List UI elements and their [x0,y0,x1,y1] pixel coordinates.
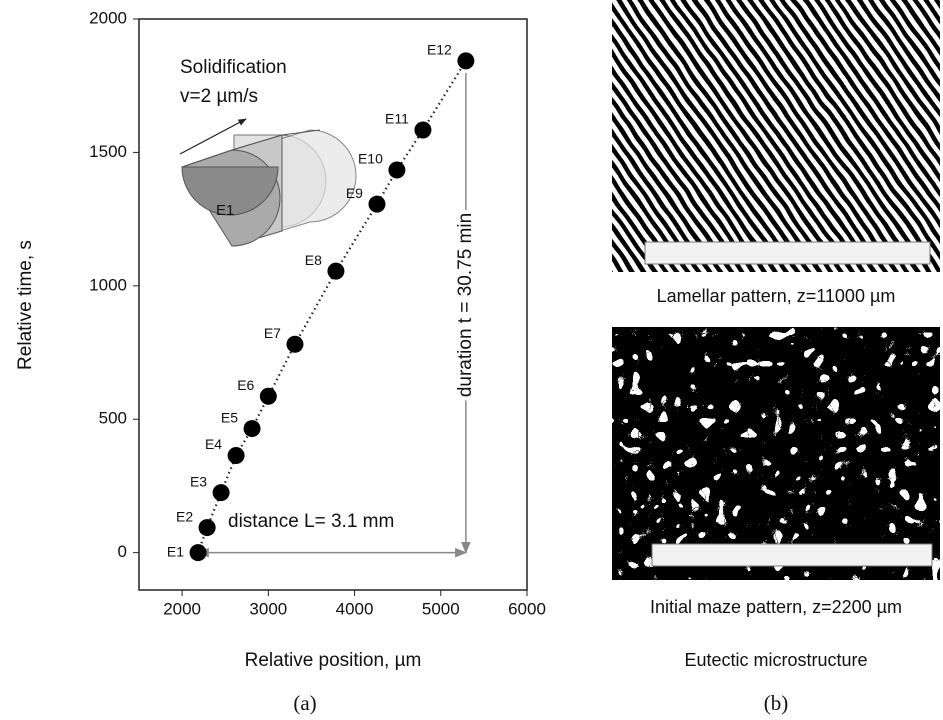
y-tick-label: 0 [118,542,127,561]
data-point [243,420,261,438]
point-label: E12 [427,42,452,58]
caption: Eutectic microstructure [684,650,867,670]
data-point [414,121,432,139]
data-point [198,519,216,537]
plot-frame [138,18,528,591]
panel-label: (a) [293,691,316,715]
data-point [327,262,345,280]
point-label: E6 [237,377,254,393]
data-point [286,335,304,353]
point-label: E1 [167,543,184,559]
annotation: v=2 µm/s [180,86,258,107]
data-point [368,195,386,213]
point-label: E9 [346,185,363,201]
data-point [227,447,245,465]
x-tick-label: 5000 [422,599,460,618]
data-point [457,52,475,70]
x-tick-label: 6000 [508,599,546,618]
data-point [388,161,406,179]
point-label: E7 [264,325,281,341]
y-tick-label: 1000 [89,275,127,294]
x-axis-label: Relative position, µm [245,650,422,671]
point-label: E11 [385,111,409,127]
caption: Initial maze pattern, z=2200 µm [650,597,902,617]
point-label: E10 [358,151,383,167]
schematic-label: E1 [216,202,234,219]
y-tick-label: 2000 [89,8,127,27]
annotation: distance L= 3.1 mm [228,511,394,532]
point-label: E4 [205,436,222,452]
schematic [179,118,357,247]
micrograph-maze [612,327,940,580]
data-point [189,544,207,562]
point-label: E3 [190,473,207,489]
x-tick-label: 4000 [336,599,374,618]
y-tick-label: 1500 [89,142,127,161]
scale-bar [644,241,931,265]
y-axis-label: Relative time, s [15,240,36,370]
annotation: Solidification [180,57,287,78]
x-tick-label: 2000 [163,599,201,618]
micrograph-lamellar [612,0,940,272]
panel-label: (b) [764,691,789,715]
scale-bar [651,543,933,567]
point-label: E8 [305,252,322,268]
point-label: E2 [176,508,193,524]
data-point [259,387,277,405]
annotation: duration t = 30.75 min [455,213,476,397]
point-label: E5 [221,409,238,425]
x-tick-label: 3000 [249,599,287,618]
caption: Lamellar pattern, z=11000 µm [657,286,896,306]
data-point [212,484,230,502]
y-tick-label: 500 [99,409,127,428]
